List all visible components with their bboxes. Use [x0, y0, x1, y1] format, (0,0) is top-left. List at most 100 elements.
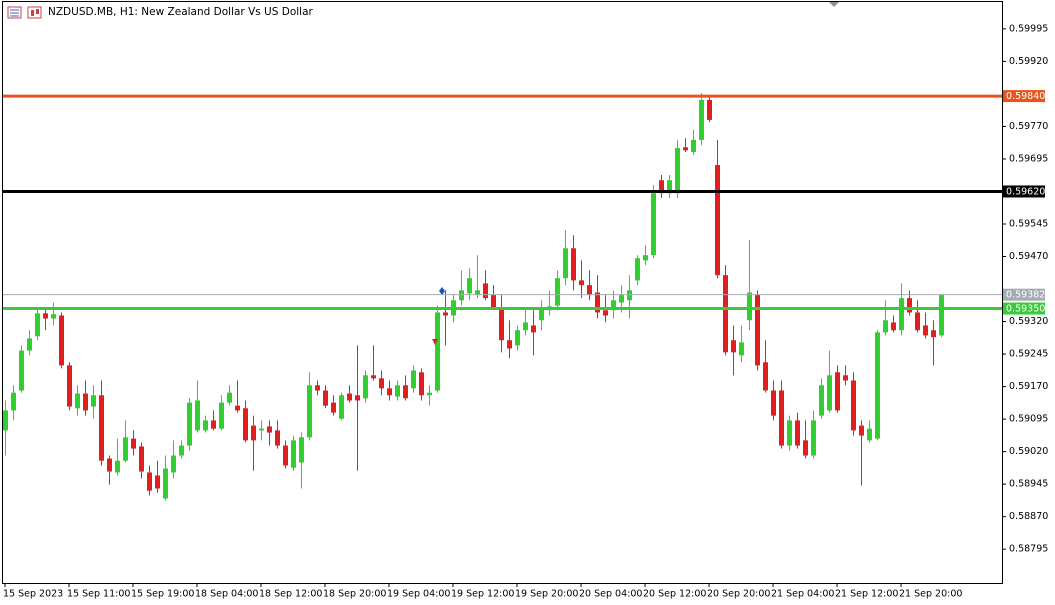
y-tick-label: 0.59920 [1009, 56, 1048, 67]
candle-body [643, 255, 648, 261]
candle-body [627, 290, 632, 301]
candle-body [315, 385, 320, 391]
candle-body [779, 390, 784, 446]
candle-body [875, 332, 880, 439]
toolbar-icons [7, 6, 42, 19]
candle-body [475, 290, 480, 296]
candle-body [115, 460, 120, 473]
candle-body [363, 375, 368, 399]
candle-body [859, 425, 864, 436]
candle-body [411, 370, 416, 389]
candle-body [771, 390, 776, 416]
candle-body [11, 392, 16, 411]
candle-body [51, 314, 56, 319]
candle-body [211, 420, 216, 429]
candle-body [499, 307, 504, 341]
candle-body [243, 408, 248, 441]
x-tick-label: 18 Sep 20:00 [323, 589, 386, 600]
x-tick-label: 21 Sep 04:00 [771, 589, 834, 600]
level-label-box [1003, 288, 1045, 301]
y-tick-label: 0.59545 [1009, 218, 1048, 229]
candle-body [827, 375, 832, 411]
candle-body [251, 425, 256, 441]
x-tick-label: 18 Sep 04:00 [195, 589, 258, 600]
icon [27, 6, 42, 19]
level-label: 0.59350 [1006, 304, 1045, 315]
candle-body [491, 295, 496, 308]
candle-body [307, 385, 312, 438]
candle-body [723, 275, 728, 353]
candle-body [915, 312, 920, 331]
x-tick-label: 15 Sep 2023 [3, 589, 63, 600]
candle-body [83, 393, 88, 411]
candle-body [435, 312, 440, 391]
candle-body [939, 294, 944, 336]
candle-body [147, 472, 152, 491]
candle-body [739, 342, 744, 356]
candle-body [667, 180, 672, 194]
candle-body [763, 362, 768, 391]
candle-body [515, 330, 520, 346]
candle-body [531, 325, 536, 333]
candle-body [403, 385, 408, 399]
candle-body [427, 392, 432, 396]
candle-body [651, 193, 656, 256]
candle-body [707, 99, 712, 120]
candle-body [811, 420, 816, 456]
candle-body [107, 458, 112, 472]
candle-body [907, 298, 912, 313]
level-label-box [1003, 302, 1045, 315]
level-label-box [1003, 185, 1045, 198]
x-tick-label: 20 Sep 04:00 [579, 589, 642, 600]
level-label-box [1003, 90, 1045, 103]
candle-body [171, 455, 176, 473]
candle-body [203, 420, 208, 431]
candle-body [227, 392, 232, 403]
candle-body [163, 468, 168, 499]
candle-body [75, 393, 80, 409]
icon-bar [31, 10, 34, 16]
y-tick-label: 0.58945 [1009, 479, 1048, 490]
candle-body [43, 313, 48, 319]
candle-body [851, 380, 856, 431]
candle-body [395, 385, 400, 397]
candle-body [571, 248, 576, 281]
candle-body [347, 393, 352, 401]
level-label: 0.59382 [1006, 290, 1045, 301]
candle-body [883, 320, 888, 333]
candle-body [3, 410, 8, 431]
candle-body [259, 428, 264, 431]
level-label: 0.59840 [1006, 91, 1045, 102]
candle-body [139, 446, 144, 472]
y-tick-label: 0.59095 [1009, 414, 1048, 425]
candle-body [235, 405, 240, 411]
candle-body [659, 180, 664, 194]
candle-body [387, 388, 392, 396]
x-tick-label: 20 Sep 12:00 [643, 589, 706, 600]
candle-body [283, 445, 288, 466]
candle-body [371, 375, 376, 379]
candle-body [691, 139, 696, 153]
candle-body [795, 420, 800, 446]
candle-body [59, 315, 64, 366]
candle-body [747, 292, 752, 321]
candle-body [483, 283, 488, 299]
candle-body [899, 298, 904, 331]
candle-body [539, 308, 544, 321]
candle-body [787, 420, 792, 446]
candle-body [923, 325, 928, 336]
candle-body [67, 365, 72, 407]
candle-body [731, 340, 736, 353]
candle-body [563, 248, 568, 279]
candle-body [443, 312, 448, 316]
candle-body [467, 278, 472, 294]
candle-body [619, 295, 624, 303]
y-tick-label: 0.59245 [1009, 349, 1048, 360]
candle-body [419, 372, 424, 396]
plot [3, 93, 944, 501]
buy-marker [439, 287, 445, 295]
candle-body [355, 395, 360, 401]
candle-body [91, 395, 96, 407]
